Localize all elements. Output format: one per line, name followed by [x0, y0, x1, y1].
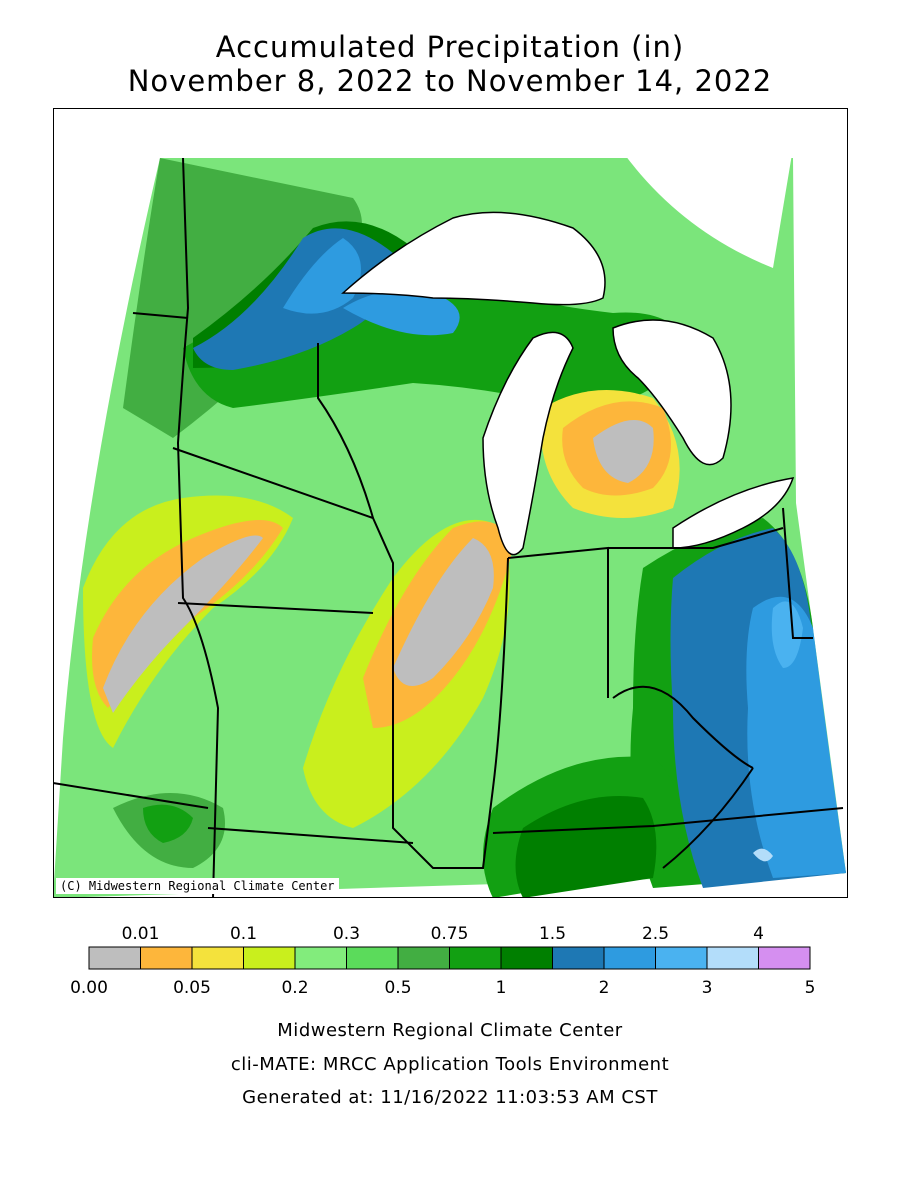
precipitation-map: [53, 108, 848, 898]
legend-top-label: 0.1: [230, 924, 257, 944]
legend-swatch: [88, 946, 141, 970]
border-ky-north: [612, 685, 754, 769]
border-west: [176, 157, 220, 898]
legend-bottom-label: 0.5: [384, 978, 411, 998]
legend-bottom-label: 1: [496, 978, 507, 998]
lake-huron: [612, 319, 732, 466]
precip-field: [53, 158, 846, 898]
border-ky-tn: [492, 807, 844, 834]
legend-swatch: [603, 946, 656, 970]
legend-swatch: [346, 946, 399, 970]
legend-top-label: 0.3: [333, 924, 360, 944]
legend-top-label: 4: [753, 924, 764, 944]
legend-swatch: [500, 946, 553, 970]
color-legend: 0.01 0.1 0.3 0.75 1.5 2.5 4 0.00 0.05 0.2 0.5 1 2 3 5: [70, 924, 815, 998]
legend-swatch: [191, 946, 244, 970]
map-copyright: (C) Midwestern Regional Climate Center: [56, 878, 339, 894]
map-title: Accumulated Precipitation (in): [215, 30, 685, 64]
legend-top-label: 0.01: [122, 924, 160, 944]
map-subtitle-date-range: November 8, 2022 to November 14, 2022: [127, 64, 773, 98]
legend-bottom-labels: 0.00 0.05 0.2 0.5 1 2 3 5: [70, 978, 815, 998]
legend-swatch: [655, 946, 708, 970]
great-lakes: [341, 108, 813, 556]
border-wi-mn: [317, 343, 374, 519]
footer-tool-name: cli-MATE: MRCC Application Tools Environ…: [230, 1054, 670, 1075]
lake-superior: [341, 211, 606, 306]
legend-swatch: [552, 946, 605, 970]
footer-organization: Midwestern Regional Climate Center: [277, 1020, 623, 1041]
legend-top-label: 2.5: [642, 924, 669, 944]
legend-bottom-label: 2: [599, 978, 610, 998]
legend-bottom-label: 0.2: [281, 978, 308, 998]
border-ia-mo: [177, 602, 374, 614]
canada-area: [433, 108, 813, 268]
legend-bottom-label: 0.05: [173, 978, 211, 998]
border-mo-ar: [207, 827, 414, 844]
legend-top-label: 1.5: [539, 924, 566, 944]
legend-swatch: [140, 946, 193, 970]
legend-swatch: [758, 946, 811, 970]
legend-bottom-label: 5: [805, 978, 816, 998]
legend-swatch: [397, 946, 450, 970]
border-mi-oh: [608, 527, 784, 549]
legend-swatch: [243, 946, 296, 970]
lake-michigan: [482, 331, 574, 556]
border-pa: [782, 507, 813, 639]
border-ia-il-in: [172, 447, 509, 869]
legend-top-labels: 0.01 0.1 0.3 0.75 1.5 2.5 4: [122, 924, 764, 944]
state-borders: [53, 157, 844, 898]
legend-top-label: 0.75: [431, 924, 469, 944]
lake-erie: [672, 477, 795, 549]
legend-swatches: [88, 946, 811, 970]
legend-swatch: [706, 946, 759, 970]
footer-generated-at: Generated at: 11/16/2022 11:03:53 AM CST: [242, 1087, 658, 1108]
legend-swatch: [294, 946, 347, 970]
legend-bottom-label: 3: [702, 978, 713, 998]
border-va: [662, 767, 754, 869]
border-ks-mo: [53, 782, 209, 809]
legend-bottom-label: 0.00: [70, 978, 108, 998]
legend-swatch: [449, 946, 502, 970]
